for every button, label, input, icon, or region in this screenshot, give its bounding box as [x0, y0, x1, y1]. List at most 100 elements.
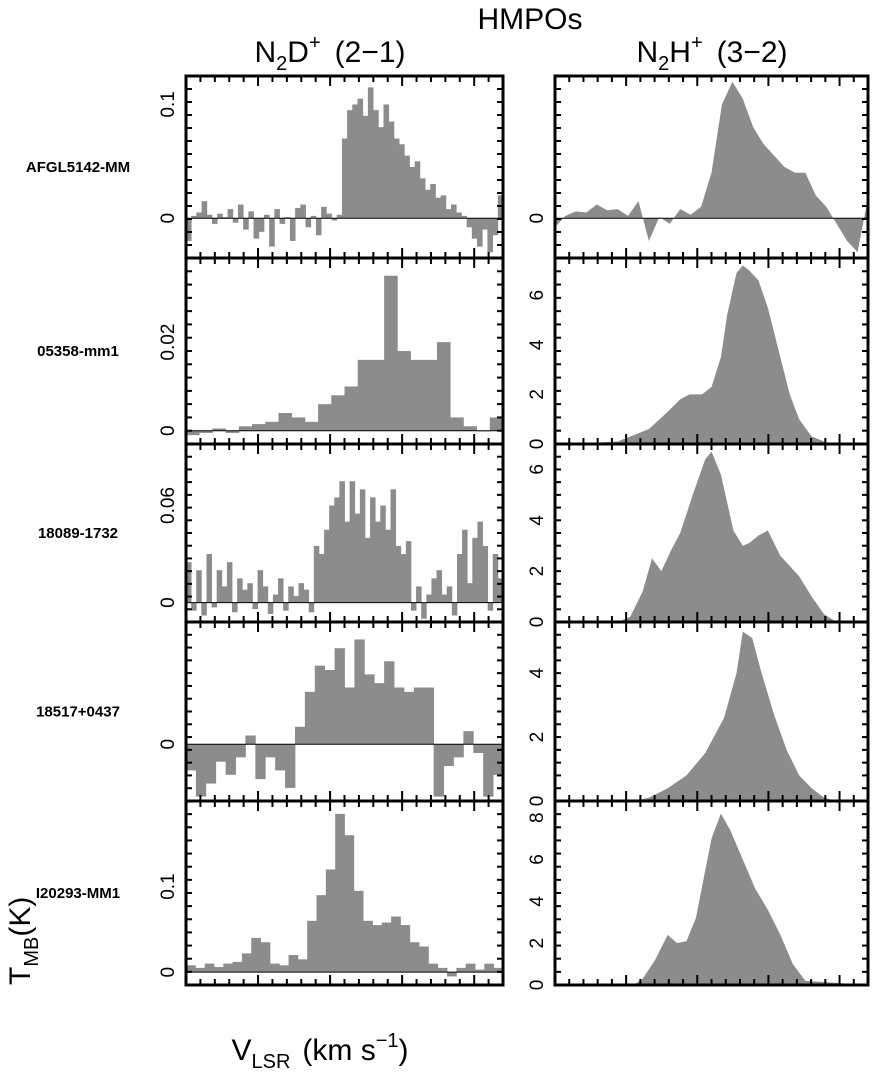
- spectrum-bar: [235, 744, 246, 758]
- spectrum-bar: [393, 138, 400, 219]
- spectrum-bar: [380, 505, 386, 603]
- spectrum-bar: [357, 98, 364, 219]
- source-label: AFGL5142-MM: [26, 159, 130, 176]
- spectrum-bar: [201, 602, 207, 616]
- y-tick-label: 0: [158, 967, 179, 978]
- spectrum-bar: [363, 920, 373, 973]
- spectrum-bar: [493, 967, 504, 973]
- spectrum-bar: [384, 661, 395, 745]
- spectrum-bar: [316, 895, 327, 973]
- spectrum-bar: [367, 87, 374, 219]
- spectrum-bar: [344, 521, 351, 603]
- spectrum-bar: [477, 218, 483, 247]
- spectrum-bar: [221, 586, 228, 603]
- spectrum-bar: [352, 104, 358, 219]
- spectrum-bar: [375, 521, 381, 603]
- spectrum-bar: [226, 562, 233, 603]
- spectrum-bar: [191, 215, 197, 219]
- spectrum-bar: [425, 189, 431, 219]
- spectrum-bar: [272, 594, 279, 603]
- spectrum-bar: [331, 395, 345, 431]
- y-tick-label: 0.06: [158, 487, 179, 524]
- spectrum-bar: [467, 583, 473, 603]
- spectrum-bar: [196, 212, 202, 219]
- spectrum-profile: [555, 81, 868, 253]
- spectrum-bar: [331, 218, 338, 221]
- spectrum-bar: [487, 602, 494, 611]
- spectrum-bar: [409, 942, 420, 973]
- panel-n2hplus-0: 0: [527, 74, 870, 260]
- spectrum-bar: [245, 735, 256, 745]
- spectrum-bar: [269, 963, 280, 973]
- panel-frame: [184, 799, 505, 987]
- spectrum-bar: [313, 545, 320, 603]
- spectrum-bar: [307, 920, 317, 973]
- spectrum-bar: [370, 359, 385, 431]
- panel-n2hplus-4: 0 2 4 6 8: [527, 799, 870, 990]
- y-tick-label: 2: [527, 732, 548, 743]
- spectrum-bar: [288, 586, 294, 603]
- spectrum-bar: [223, 963, 234, 973]
- spectrum-bar: [247, 583, 253, 603]
- spectrum-bar: [217, 213, 223, 219]
- spectrum-bar: [421, 602, 427, 619]
- spectrum-bar: [437, 967, 448, 973]
- spectrum-bar: [288, 955, 299, 973]
- spectrum-bar: [267, 602, 274, 614]
- spectrum-bar: [347, 110, 353, 219]
- spectrum-bar: [278, 413, 293, 431]
- spectrum-bar: [227, 209, 234, 219]
- spectrum-bar: [456, 212, 462, 219]
- spectrum-bar: [373, 110, 379, 219]
- spectrum-bar: [304, 421, 319, 431]
- spectrum-bar: [237, 204, 244, 219]
- spectrum-bar: [388, 121, 395, 219]
- y-tick-label: 0: [158, 425, 179, 436]
- spectrum-bar: [378, 127, 384, 219]
- spectrum-bar: [206, 554, 212, 603]
- spectrum-bar: [482, 218, 488, 230]
- spectrum-bar: [423, 359, 438, 431]
- spectrum-bar: [404, 155, 410, 219]
- spectrum-bar: [310, 215, 317, 219]
- spectrum-profile: [555, 451, 868, 622]
- spectrum-bar: [294, 726, 306, 745]
- spectrum-bar: [293, 596, 299, 603]
- spectrum-bar: [428, 963, 439, 973]
- y-tick-label: 0: [527, 796, 548, 807]
- spectrum-bar: [242, 589, 248, 603]
- spectrum-bar: [265, 744, 276, 758]
- spectrum-bar: [303, 589, 310, 603]
- spectrum-bar: [279, 218, 286, 224]
- spectrum-bar: [336, 214, 343, 219]
- spectrum-bar: [441, 594, 448, 603]
- spectrum-bar: [213, 967, 224, 973]
- spectrum-bar: [446, 586, 453, 603]
- spectrum-bar: [201, 201, 208, 219]
- spectrum-bar: [483, 744, 494, 797]
- panel-frame: [553, 799, 870, 987]
- spectrum-bar: [372, 925, 383, 973]
- spectrum-bar: [232, 218, 239, 223]
- spectrum-bar: [241, 953, 252, 973]
- spectrum-bar: [461, 215, 468, 219]
- spectrum-bar: [430, 184, 436, 219]
- spectrum-bar: [289, 218, 296, 241]
- spectrum-bar: [275, 744, 286, 771]
- spectrum-bar: [326, 213, 332, 219]
- spectrum-bar: [475, 969, 485, 973]
- spectrum-bar: [215, 744, 227, 762]
- y-tick-label: 0: [158, 213, 179, 224]
- spectrum-bar: [384, 275, 398, 431]
- spectrum-profile: [555, 265, 868, 444]
- y-tick-label: 0: [158, 739, 179, 750]
- spectrum-bar: [472, 537, 478, 603]
- spectrum-bar: [456, 967, 467, 973]
- spectrum-bar: [436, 570, 443, 603]
- spectrum-bar: [334, 497, 340, 603]
- spectrum-bar: [497, 578, 504, 603]
- panel-n2dplus-0: 0 0.1 AFGL5142-MM: [26, 74, 505, 260]
- spectrum-bar: [295, 207, 301, 219]
- spectrum-bar: [370, 497, 376, 603]
- panel-n2hplus-3: 0 2 4: [527, 620, 870, 807]
